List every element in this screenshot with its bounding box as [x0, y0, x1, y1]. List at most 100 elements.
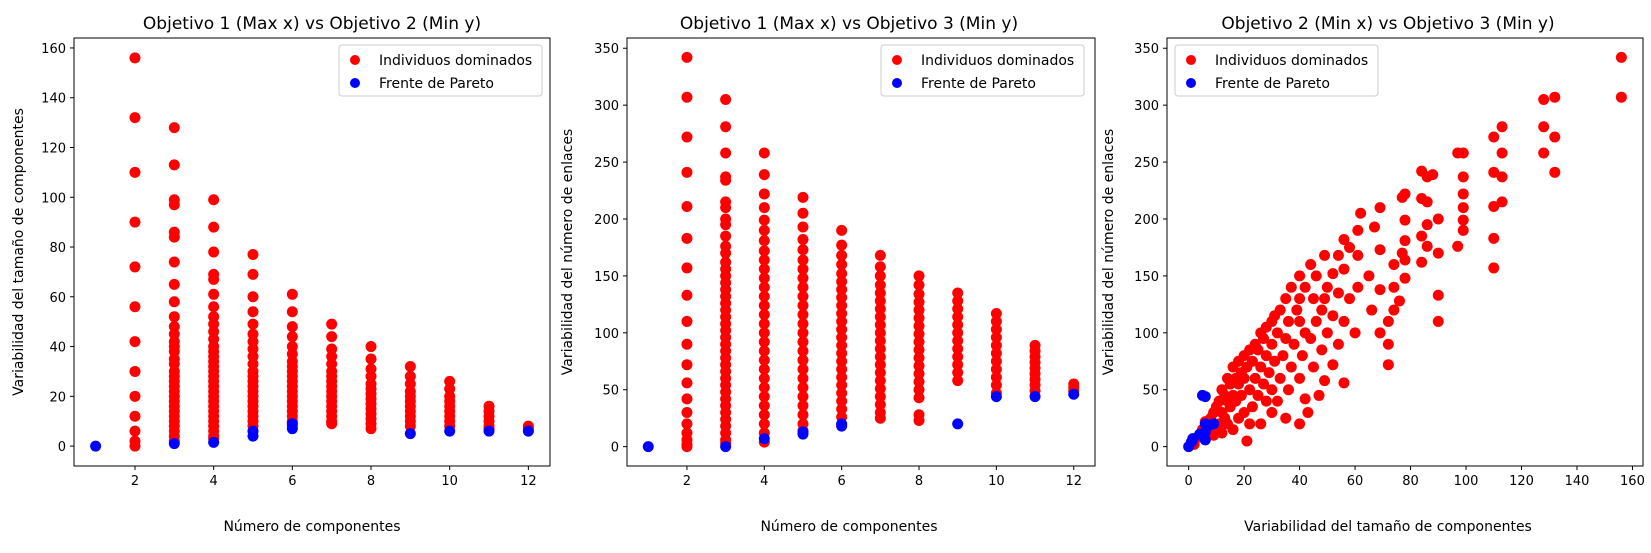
legend-label-dominated: Individuos dominados — [1215, 53, 1368, 69]
dominated-point — [913, 344, 925, 356]
dominated-point — [758, 281, 770, 293]
dominated-point — [1246, 401, 1258, 413]
dominated-point — [129, 365, 141, 377]
dominated-point — [168, 199, 180, 211]
dominated-point — [758, 418, 770, 430]
dominated-point — [1399, 235, 1411, 247]
legend-marker-dominated — [1186, 55, 1196, 65]
dominated-point — [797, 233, 809, 245]
y-tick-label: 250 — [1134, 156, 1159, 171]
dominated-point — [797, 345, 809, 357]
dominated-point — [836, 403, 848, 415]
legend-marker-pareto — [892, 78, 902, 88]
pareto-point — [208, 436, 220, 448]
dominated-point — [1249, 372, 1261, 384]
dominated-point — [797, 300, 809, 311]
dominated-point — [1452, 240, 1464, 252]
dominated-point — [129, 410, 141, 422]
dominated-point — [129, 390, 141, 402]
dominated-point — [1396, 247, 1408, 259]
dominated-point — [326, 318, 338, 330]
dominated-point — [758, 188, 770, 200]
pareto-point — [90, 440, 102, 452]
dominated-point — [758, 245, 770, 257]
dominated-point — [1338, 315, 1350, 327]
dominated-point — [681, 262, 693, 274]
dominated-point — [874, 343, 886, 355]
dominated-point — [952, 311, 964, 323]
dominated-point — [1488, 262, 1500, 274]
x-tick-label: 160 — [1620, 474, 1645, 489]
dominated-point — [1457, 214, 1469, 226]
dominated-point — [1344, 241, 1356, 253]
dominated-point — [1355, 207, 1367, 219]
dominated-point — [1488, 200, 1500, 212]
dominated-point — [836, 371, 848, 383]
dominated-point — [952, 359, 964, 371]
dominated-point — [758, 400, 770, 412]
dominated-point — [1244, 384, 1256, 396]
dominated-point — [1421, 240, 1433, 252]
dominated-point — [874, 367, 886, 379]
dominated-point — [1216, 384, 1228, 396]
dominated-point — [952, 319, 964, 331]
dominated-point — [913, 376, 925, 388]
dominated-point — [1280, 333, 1292, 345]
dominated-point — [1366, 304, 1378, 316]
dominated-point — [129, 425, 141, 437]
dominated-point — [758, 345, 770, 357]
dominated-point — [1352, 249, 1364, 261]
dominated-point — [1252, 389, 1264, 401]
y-tick-label: 120 — [41, 141, 66, 156]
dominated-point — [797, 290, 809, 302]
dominated-point — [1244, 418, 1256, 430]
dominated-point — [797, 400, 809, 412]
dominated-point — [797, 309, 809, 321]
dominated-point — [326, 331, 338, 343]
dominated-point — [720, 219, 732, 231]
dominated-point — [1349, 327, 1361, 339]
dominated-point — [1615, 91, 1627, 103]
dominated-point — [1313, 389, 1325, 401]
dominated-point — [1344, 293, 1356, 305]
dominated-point — [913, 360, 925, 372]
dominated-point — [1294, 293, 1306, 305]
y-tick-label: 350 — [1134, 42, 1159, 57]
dominated-point — [990, 379, 1002, 391]
dominated-point — [797, 272, 809, 284]
dominated-point — [913, 279, 925, 291]
dominated-point — [1294, 418, 1306, 430]
dominated-point — [1352, 224, 1364, 236]
pareto-point — [1199, 391, 1211, 403]
dominated-point — [874, 295, 886, 307]
x-tick-label: 6 — [838, 474, 846, 489]
dominated-point — [1421, 219, 1433, 231]
dominated-point — [1332, 249, 1344, 261]
dominated-point — [1416, 230, 1428, 242]
dominated-point — [681, 418, 693, 430]
dominated-point — [1285, 361, 1297, 373]
dominated-point — [874, 249, 886, 261]
legend: Individuos dominados Frente de Pareto — [1174, 44, 1379, 97]
dominated-point — [913, 296, 925, 308]
pareto-point — [444, 425, 456, 437]
pareto-point — [642, 441, 654, 453]
y-tick-label: 0 — [611, 441, 619, 456]
dominated-point — [1327, 359, 1339, 371]
dominated-point — [1255, 418, 1267, 430]
dominated-point — [758, 224, 770, 236]
chart-title: Objetivo 1 (Max x) vs Objetivo 3 (Min y) — [680, 14, 1018, 34]
dominated-point — [1296, 350, 1308, 362]
pareto-point — [990, 391, 1002, 403]
y-tick-label: 0 — [58, 440, 66, 455]
y-tick-label: 60 — [49, 291, 66, 306]
dominated-point — [836, 292, 848, 304]
dominated-point — [758, 254, 770, 266]
pareto-point — [247, 425, 259, 437]
dominated-point — [990, 347, 1002, 359]
pareto-point — [1068, 388, 1080, 400]
dominated-point — [797, 318, 809, 330]
dominated-point — [1457, 224, 1469, 236]
dominated-point — [286, 288, 298, 300]
x-tick-label: 4 — [760, 474, 768, 489]
